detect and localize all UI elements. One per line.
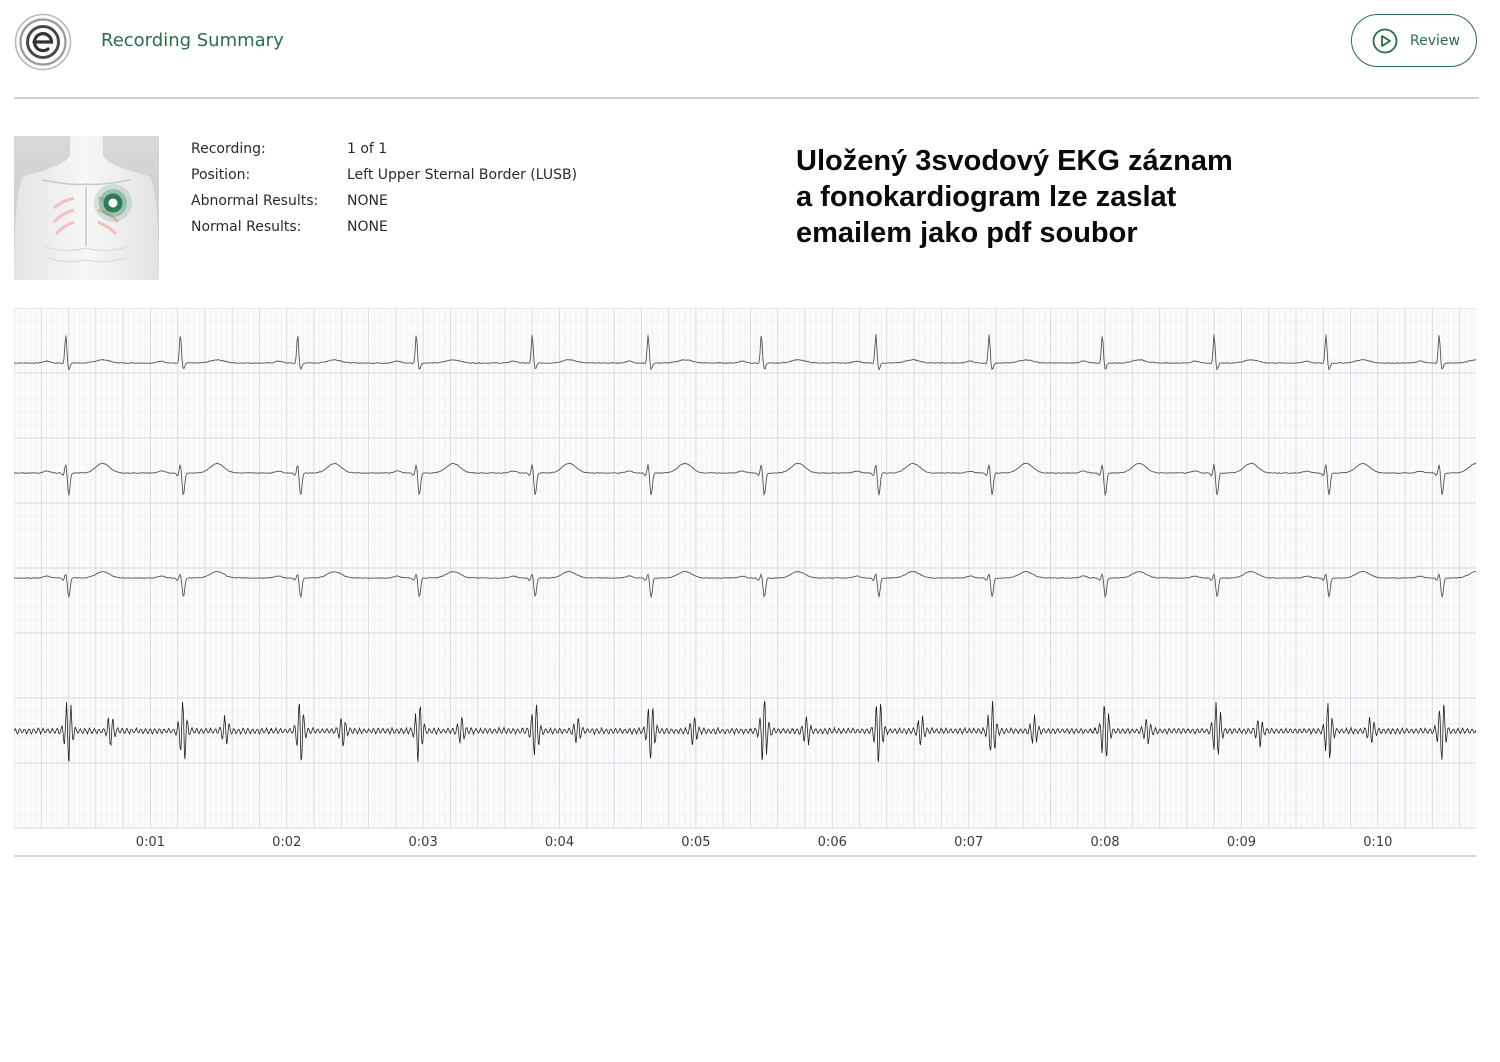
info-label: Position:: [191, 167, 251, 183]
play-circle-icon: [1372, 28, 1398, 53]
info-label: Recording:: [191, 141, 266, 157]
info-value: Left Upper Sternal Border (LUSB): [347, 167, 578, 183]
review-label: Review: [1410, 32, 1460, 49]
x-tick-label: 0:05: [681, 835, 710, 850]
info-label: Abnormal Results:: [191, 193, 319, 209]
header: Recording Summary Review: [0, 0, 1500, 98]
caption-line: a fonokardiogram lze zaslat: [796, 181, 1177, 213]
x-tick-label: 0:10: [1363, 835, 1392, 850]
review-button[interactable]: Review: [1351, 14, 1477, 67]
chest-position-icon: [14, 136, 159, 280]
x-tick-label: 0:03: [409, 835, 438, 850]
info-label: Normal Results:: [191, 219, 302, 235]
ecg-lead-2-trace: [14, 462, 1476, 497]
pcg-trace: [14, 701, 1476, 762]
x-tick-label: 0:01: [136, 835, 165, 850]
caption-note: Uložený 3svodový EKG záznam a fonokardio…: [796, 143, 1316, 251]
chart-divider: [14, 855, 1476, 857]
info-value: NONE: [347, 219, 388, 235]
ecg-lead-3-trace: [14, 570, 1476, 599]
caption-line: emailem jako pdf soubor: [796, 217, 1138, 249]
caption-line: Uložený 3svodový EKG záznam: [796, 145, 1233, 177]
page-title: Recording Summary: [101, 30, 284, 51]
eko-logo: [14, 13, 72, 71]
ecg-lead-1-trace: [14, 334, 1476, 371]
ecg-pcg-chart: 0:01 0:02 0:03 0:04 0:05 0:06 0:07 0:08 0:09 0:10: [14, 308, 1476, 850]
header-divider: [14, 97, 1479, 99]
x-tick-label: 0:07: [954, 835, 983, 850]
x-tick-label: 0:06: [818, 835, 847, 850]
x-tick-label: 0:08: [1090, 835, 1119, 850]
x-tick-label: 0:02: [272, 835, 301, 850]
grid-major: [14, 308, 1476, 829]
x-tick-label: 0:09: [1227, 835, 1256, 850]
info-value: 1 of 1: [347, 141, 388, 157]
x-tick-label: 0:04: [545, 835, 574, 850]
info-value: NONE: [347, 193, 388, 209]
